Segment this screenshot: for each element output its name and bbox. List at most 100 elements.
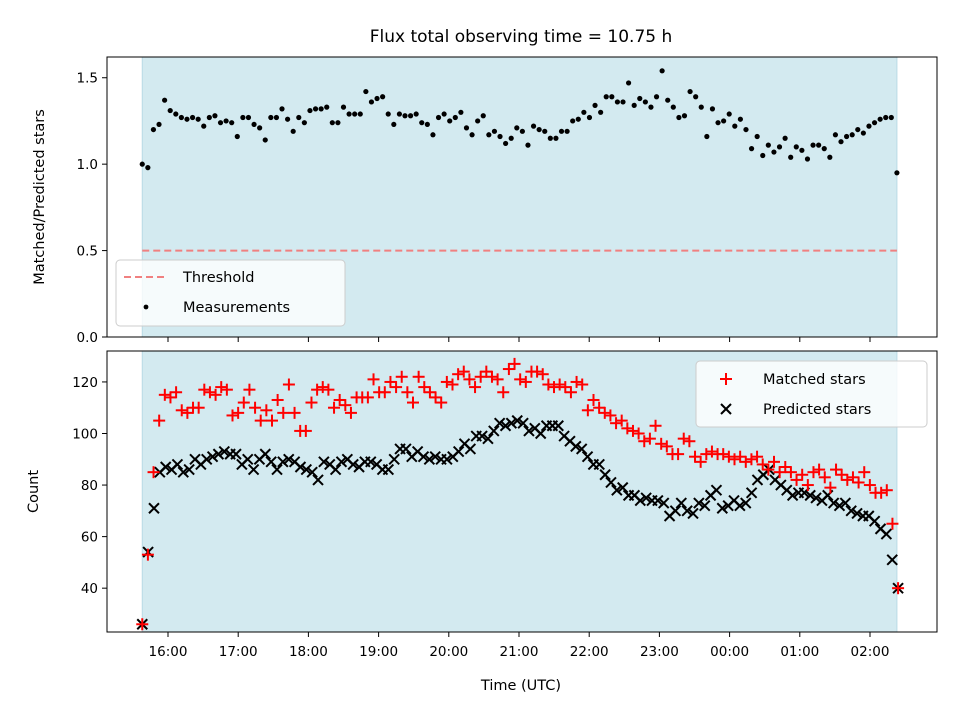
measurement-point — [715, 120, 721, 126]
predicted-point — [271, 463, 283, 476]
x-tick-label: 23:00 — [640, 644, 679, 660]
matched-point — [282, 378, 295, 391]
matched-point — [271, 393, 284, 406]
measurement-point — [821, 146, 827, 152]
matched-point — [254, 414, 267, 427]
measurement-point — [620, 99, 626, 105]
matched-point — [226, 409, 239, 422]
predicted-point — [505, 417, 518, 429]
matched-point — [677, 432, 690, 445]
matched-point — [660, 440, 673, 453]
count-panel: 40 60 80 100 120 16:00 17:00 18:00 19:00 20:00 21… — [26, 350, 938, 694]
measurement-point — [430, 132, 436, 138]
measurement-point — [363, 88, 369, 95]
ratio-y-ticks: 0.0 0.5 1.0 1.5 — [77, 71, 107, 346]
predicted-point — [640, 492, 652, 504]
matched-point — [215, 381, 228, 394]
predicted-point — [552, 420, 564, 432]
measurement-point — [670, 104, 676, 110]
matched-point — [655, 437, 668, 450]
x-tick-label: 02:00 — [851, 644, 890, 660]
measurement-point — [894, 170, 900, 176]
measurement-point — [832, 132, 839, 138]
measurement-point — [793, 144, 799, 150]
predicted-point — [693, 497, 705, 509]
x-tick-label: 18:00 — [289, 644, 328, 660]
matched-point — [485, 370, 498, 383]
measurements-legend-swatch — [143, 304, 149, 310]
measurement-point — [676, 114, 682, 121]
measurement-point — [391, 121, 397, 128]
measurement-point — [514, 125, 520, 131]
measurement-point — [721, 118, 727, 124]
ratio-y-tick-label: 1.5 — [77, 71, 98, 87]
matched-point — [722, 450, 735, 463]
matched-point — [717, 448, 730, 461]
predicted-point — [839, 497, 852, 509]
measurement-point — [603, 94, 609, 100]
measurement-point — [503, 140, 509, 147]
matched-point — [220, 383, 233, 396]
matched-stars-series — [136, 357, 905, 631]
predicted-point — [365, 456, 377, 468]
measurement-point — [508, 135, 514, 141]
matched-point — [277, 406, 290, 419]
predicted-point — [277, 456, 289, 468]
matched-point — [305, 396, 318, 409]
matched-point — [378, 386, 391, 399]
predicted-point — [242, 453, 254, 465]
measurement-point — [788, 154, 794, 160]
matched-point — [153, 414, 166, 427]
measurement-point — [156, 121, 162, 128]
measurement-point — [419, 120, 425, 126]
matched-point — [824, 481, 837, 494]
matched-point — [514, 373, 527, 386]
matched-point — [237, 396, 250, 409]
measurement-point — [212, 113, 218, 119]
matched-point — [773, 466, 786, 479]
measurement-point — [799, 147, 805, 153]
measurement-point — [776, 144, 783, 150]
matched-point — [418, 381, 431, 394]
measurement-point — [536, 126, 542, 133]
measurement-point — [301, 120, 307, 126]
measurement-point — [804, 156, 811, 162]
count-legend: Matched stars Predicted stars — [695, 360, 928, 428]
predicted-point — [441, 453, 453, 465]
predicted-legend-label: Predicted stars — [763, 402, 871, 418]
matched-point — [423, 386, 436, 399]
matched-point — [175, 404, 188, 417]
predicted-point — [488, 425, 500, 437]
matched-point — [581, 404, 594, 417]
matched-point — [734, 450, 747, 463]
measurement-point — [771, 149, 777, 155]
count-y-label: Count — [26, 470, 42, 513]
count-y-tick-label: 80 — [81, 478, 98, 494]
measurement-point — [743, 126, 749, 133]
matched-point — [767, 455, 780, 468]
predicted-point — [611, 484, 623, 496]
measurement-point — [598, 109, 604, 115]
matched-point — [412, 370, 425, 383]
measurement-point — [827, 154, 833, 160]
predicted-point — [206, 450, 219, 463]
matched-point — [136, 618, 149, 631]
count-legend-box — [695, 360, 928, 428]
measurement-point — [648, 104, 654, 110]
matched-point — [457, 365, 470, 378]
ratio-panel: 0.0 0.5 1.0 1.5 Matched/Predicted stars Thr… — [32, 56, 938, 346]
measurement-point — [407, 113, 414, 119]
predicted-point — [851, 507, 863, 520]
predicted-point — [534, 427, 547, 440]
matched-point — [604, 409, 617, 422]
predicted-point — [329, 463, 342, 476]
matched-point — [519, 375, 532, 388]
measurement-point — [335, 120, 341, 126]
matched-point — [531, 365, 544, 378]
measurement-point — [307, 107, 313, 114]
matched-point — [846, 471, 859, 484]
matched-point — [288, 406, 301, 419]
measurement-point — [324, 104, 330, 110]
measurement-point — [189, 114, 196, 121]
matched-point — [384, 375, 397, 388]
